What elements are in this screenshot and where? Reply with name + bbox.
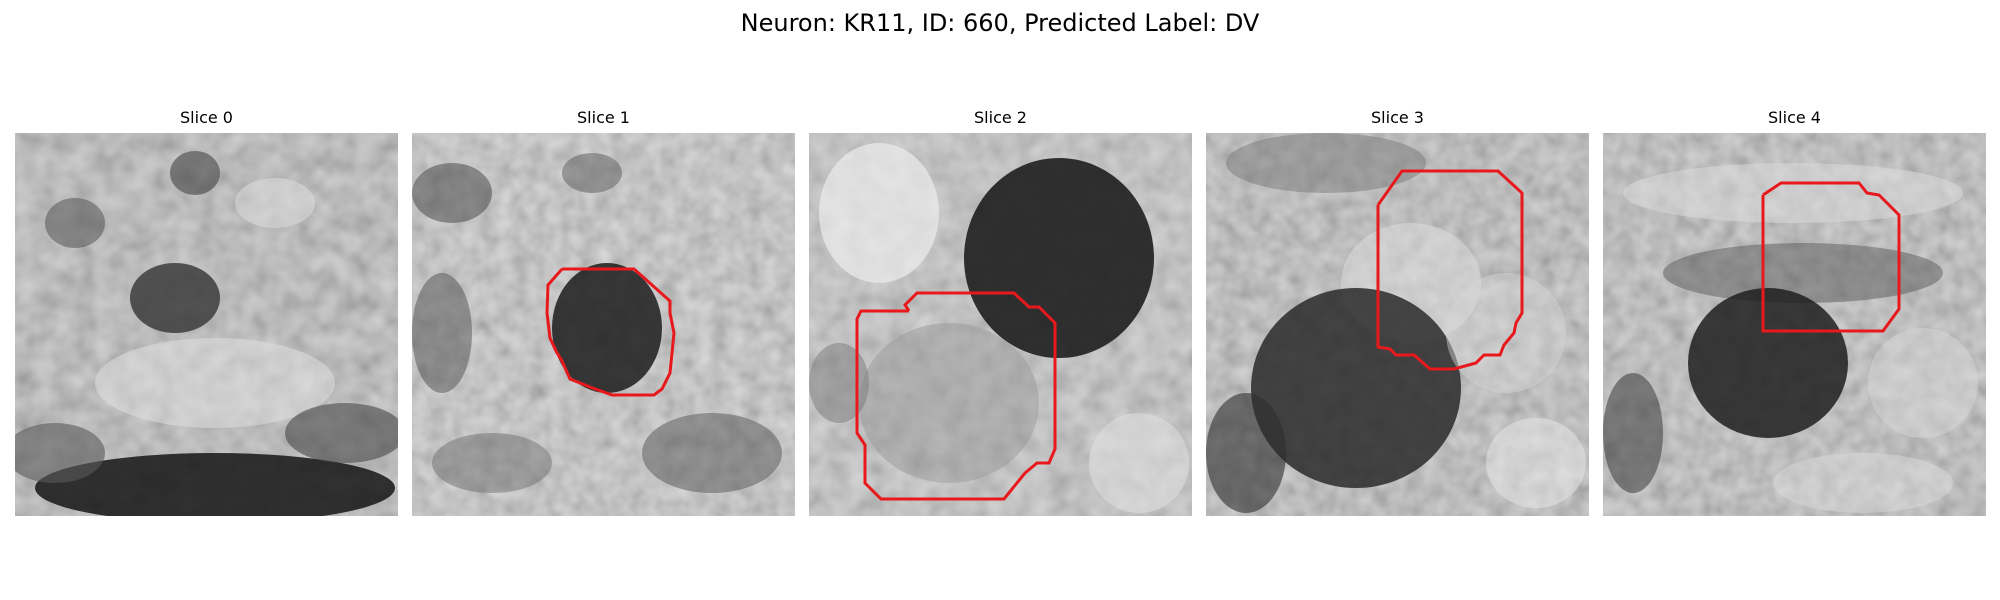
slice-title-0: Slice 0: [180, 108, 233, 127]
slice-image-4: [1603, 133, 1986, 516]
microscopy-image-1: [412, 133, 795, 516]
slice-image-3: [1206, 133, 1589, 516]
roi-outline-4: [1761, 181, 1901, 333]
microscopy-image-3: [1206, 133, 1589, 516]
slice-image-1: [412, 133, 795, 516]
roi-outline-3: [1376, 169, 1524, 371]
roi-outline-2: [855, 291, 1057, 501]
microscopy-image-0: [15, 133, 398, 516]
slice-title-4: Slice 4: [1768, 108, 1821, 127]
slice-image-2: [809, 133, 1192, 516]
microscopy-image-4: [1603, 133, 1986, 516]
slice-title-2: Slice 2: [974, 108, 1027, 127]
figure-title: Neuron: KR11, ID: 660, Predicted Label: …: [740, 9, 1260, 37]
slice-title-1: Slice 1: [577, 108, 630, 127]
roi-outline-1: [545, 267, 676, 397]
slice-image-0: [15, 133, 398, 516]
microscopy-image-2: [809, 133, 1192, 516]
slice-title-3: Slice 3: [1371, 108, 1424, 127]
